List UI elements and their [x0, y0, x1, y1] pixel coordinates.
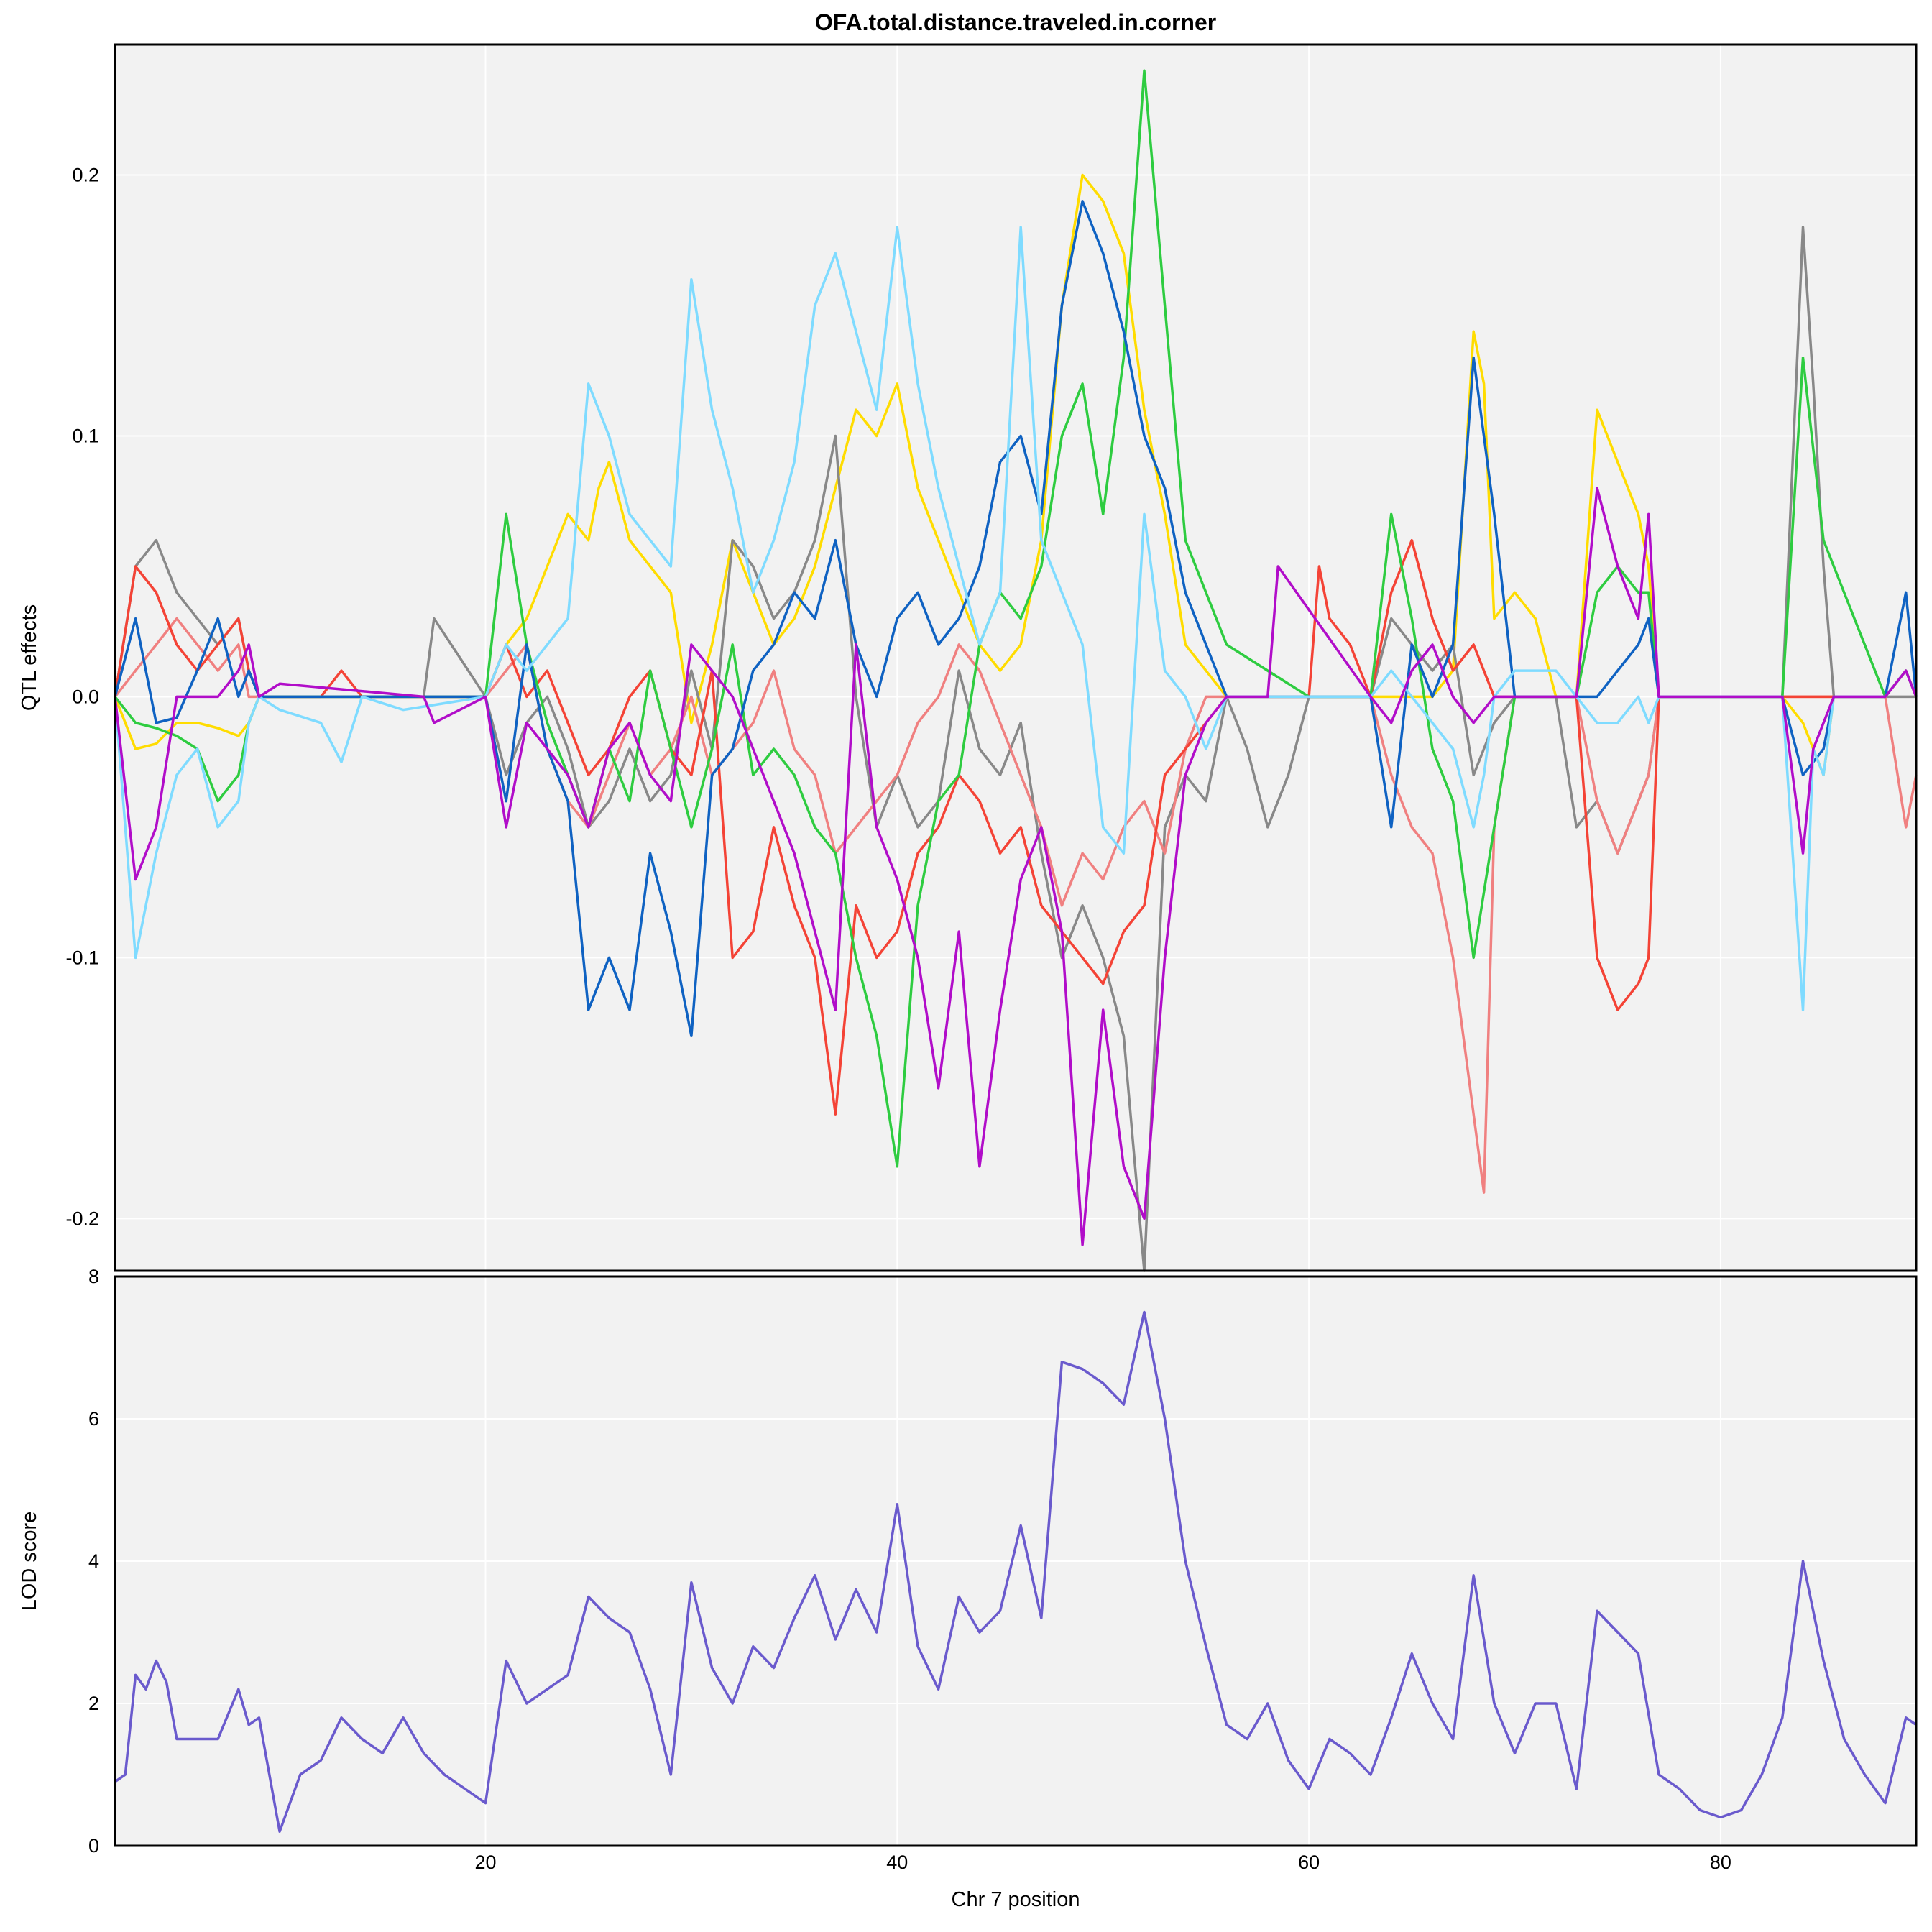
effects-y-axis-label: QTL effects: [18, 604, 41, 711]
effects-plot-background: [115, 45, 1916, 1271]
lod-y-tick-label: 6: [88, 1408, 99, 1430]
lod-y-tick-label: 4: [88, 1550, 99, 1572]
effects-y-tick-label: 0.1: [72, 425, 99, 446]
lod-y-ticks: 0 2 4 6 8: [88, 1266, 99, 1857]
effects-series-line: [114, 226, 1918, 1011]
lod-y-tick-label: 0: [88, 1835, 99, 1857]
x-tick-label: 60: [1298, 1852, 1320, 1873]
lod-plot-border: [114, 1275, 1918, 1847]
x-ticks: 20 40 60 80: [474, 1852, 1731, 1873]
lod-panel: 0 2 4 6 8 LOD score: [18, 1266, 1918, 1857]
x-tick-label: 80: [1710, 1852, 1731, 1873]
x-axis-label: Chr 7 position: [952, 1888, 1080, 1911]
chart-title: OFA.total.distance.traveled.in.corner: [815, 9, 1216, 35]
effects-y-tick-label: -0.2: [65, 1208, 99, 1229]
lod-y-axis-label: LOD score: [18, 1512, 41, 1611]
effects-series-line: [114, 200, 1918, 1038]
effects-series: [114, 69, 1918, 1272]
lod-series: [114, 1310, 1917, 1833]
effects-y-tick-label: -0.1: [65, 947, 99, 968]
lod-y-tick-label: 2: [88, 1693, 99, 1714]
effects-y-ticks: -0.2 -0.1 0.0 0.1 0.2: [65, 164, 99, 1229]
x-tick-label: 40: [886, 1852, 908, 1873]
effects-panel: -0.2 -0.1 0.0 0.1 0.2 QTL effects: [18, 43, 1918, 1272]
effects-series-line: [114, 487, 1918, 1246]
effects-plot-border: [114, 43, 1918, 1272]
lod-series-line: [114, 1310, 1917, 1833]
effects-y-tick-label: 0.0: [72, 686, 99, 707]
effects-y-tick-label: 0.2: [72, 164, 99, 185]
lod-y-tick-label: 8: [88, 1266, 99, 1287]
x-tick-label: 20: [474, 1852, 496, 1873]
